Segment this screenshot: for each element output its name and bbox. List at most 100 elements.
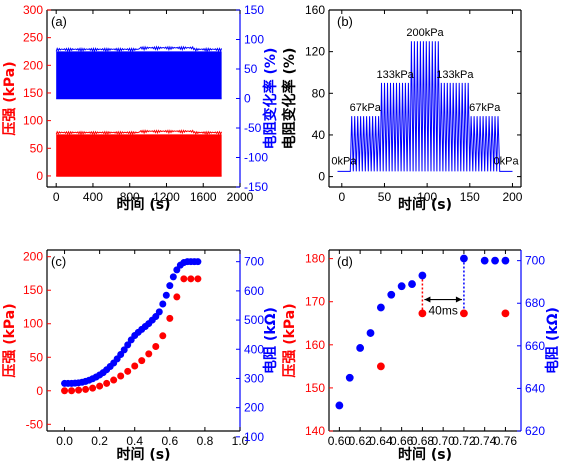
blue-data-point (159, 300, 167, 308)
blue-data-point (366, 329, 375, 337)
x-tick-label: 0.64 (369, 434, 393, 448)
panel-label: (a) (51, 14, 67, 29)
y-tick-label: 120 (305, 45, 325, 59)
stage-label: 133kPa (376, 69, 414, 81)
blue-data-point (173, 266, 181, 274)
y-tick-label: 700 (525, 254, 545, 268)
stage-label: 0kPa (331, 155, 357, 167)
resistance-change-series (337, 41, 513, 172)
blue-data-point (155, 308, 163, 316)
y-tick-label: 300 (23, 3, 43, 17)
red-data-point (68, 387, 76, 395)
y-tick-label: 500 (244, 313, 264, 327)
red-data-point (110, 376, 118, 384)
stage-label: 67kPa (469, 102, 501, 114)
y-axis-label: 电阻 (kΩ) (544, 307, 561, 374)
y-tick-label: 0 (318, 170, 325, 184)
y-tick-label: -50 (244, 121, 262, 135)
x-axis-label: 时间 (s) (116, 446, 170, 463)
y-tick-label: 620 (525, 424, 545, 438)
y-axis-label: 压强 (kPa) (282, 303, 298, 377)
x-tick-label: 0.0 (56, 434, 73, 448)
x-tick-label: 150 (460, 190, 480, 204)
y-tick-label: 600 (244, 284, 264, 298)
y-tick-label: 100 (244, 33, 264, 47)
panel-label: (b) (337, 14, 353, 29)
y-tick-label: 250 (23, 31, 43, 45)
x-tick-label: 0.8 (197, 434, 214, 448)
blue-data-point (169, 273, 177, 281)
x-tick-label: 200 (502, 190, 522, 204)
blue-data-point (120, 346, 128, 354)
blue-data-point (491, 256, 499, 265)
red-data-point (376, 362, 385, 371)
blue-data-point (152, 313, 160, 321)
x-tick-label: 0.76 (494, 434, 518, 448)
y-tick-label: 80 (312, 86, 326, 100)
red-data-point (194, 275, 202, 283)
y-axis-label: 压强 (kPa) (2, 303, 18, 377)
x-axis-label: 时间 (s) (116, 196, 170, 213)
blue-data-point (166, 282, 174, 290)
blue-data-point (124, 341, 132, 349)
x-tick-label: 0.74 (473, 434, 497, 448)
x-axis-label: 时间 (s) (398, 196, 452, 213)
red-data-point (103, 379, 111, 387)
x-tick-label: 2000 (227, 190, 254, 204)
blue-data-point (345, 373, 354, 382)
red-data-point (96, 382, 104, 390)
x-tick-label: 100 (417, 190, 437, 204)
x-tick-label: 50 (378, 190, 392, 204)
panel-d: 40ms 0.600.620.640.660.680.700.720.740.76… (282, 249, 561, 463)
arrow-head-right (455, 296, 462, 303)
panel-b: 0kPa 67kPa 133kPa 200kPa 133kPa 67kPa 0kPa 0 50 1… (281, 3, 523, 213)
series-band (56, 51, 222, 99)
panel-label: (d) (337, 254, 353, 269)
stage-label: 200kPa (406, 27, 444, 39)
blue-data-point (387, 290, 396, 299)
y-tick-label: 0 (36, 169, 43, 183)
red-data-point (89, 384, 97, 392)
red-data-point (187, 275, 195, 283)
blue-data-point (480, 256, 489, 265)
red-data-point (124, 367, 132, 375)
x-tick-label: 0.66 (390, 434, 414, 448)
y-axis-label: 电阻变化率 (%) (262, 48, 279, 150)
red-data-point (460, 309, 468, 318)
panel-a: 0 400 800 1200 1600 2000 0 50 100 150 200 250 300 -15… (2, 3, 279, 213)
red-data-point (180, 275, 188, 283)
blue-data-point (194, 258, 202, 266)
y-tick-label: 100 (23, 114, 43, 128)
blue-data-point (408, 280, 416, 288)
series-envelope (55, 45, 223, 53)
y-axis-label: 压强 (kPa) (2, 61, 18, 135)
y-tick-label: 140 (305, 424, 325, 438)
red-data-point (173, 293, 181, 301)
arrow-head-left (424, 296, 431, 303)
y-tick-label: 40 (312, 128, 326, 142)
blue-data-point (501, 256, 510, 265)
panel-c: 0.0 0.2 0.4 0.6 0.8 1.0 -50 0 50 100 150 200 100 200 3… (2, 249, 279, 463)
blue-data-point (397, 282, 406, 291)
blue-data-point (162, 291, 170, 299)
y-tick-label: 50 (30, 350, 44, 364)
y-tick-label: -50 (26, 417, 44, 431)
red-data-point (117, 372, 125, 380)
stage-label: 133kPa (436, 69, 474, 81)
x-tick-label: 1600 (190, 190, 217, 204)
y-tick-label: 680 (525, 296, 545, 310)
x-tick-label: 0 (338, 190, 345, 204)
x-axis-label: 时间 (s) (398, 446, 452, 463)
annotation-label: 40ms (428, 304, 457, 318)
stage-label: 67kPa (350, 102, 382, 114)
y-tick-label: 0 (36, 384, 43, 398)
y-tick-label: 100 (23, 317, 43, 331)
x-tick-label: 0.68 (411, 434, 435, 448)
red-data-point (131, 362, 139, 370)
y-tick-label: -150 (244, 180, 268, 194)
blue-data-point (376, 303, 385, 312)
y-tick-label: 640 (525, 381, 545, 395)
blue-data-point (356, 344, 365, 352)
y-axis-label: 电阻 (kΩ) (262, 307, 279, 374)
y-tick-label: 200 (23, 58, 43, 72)
